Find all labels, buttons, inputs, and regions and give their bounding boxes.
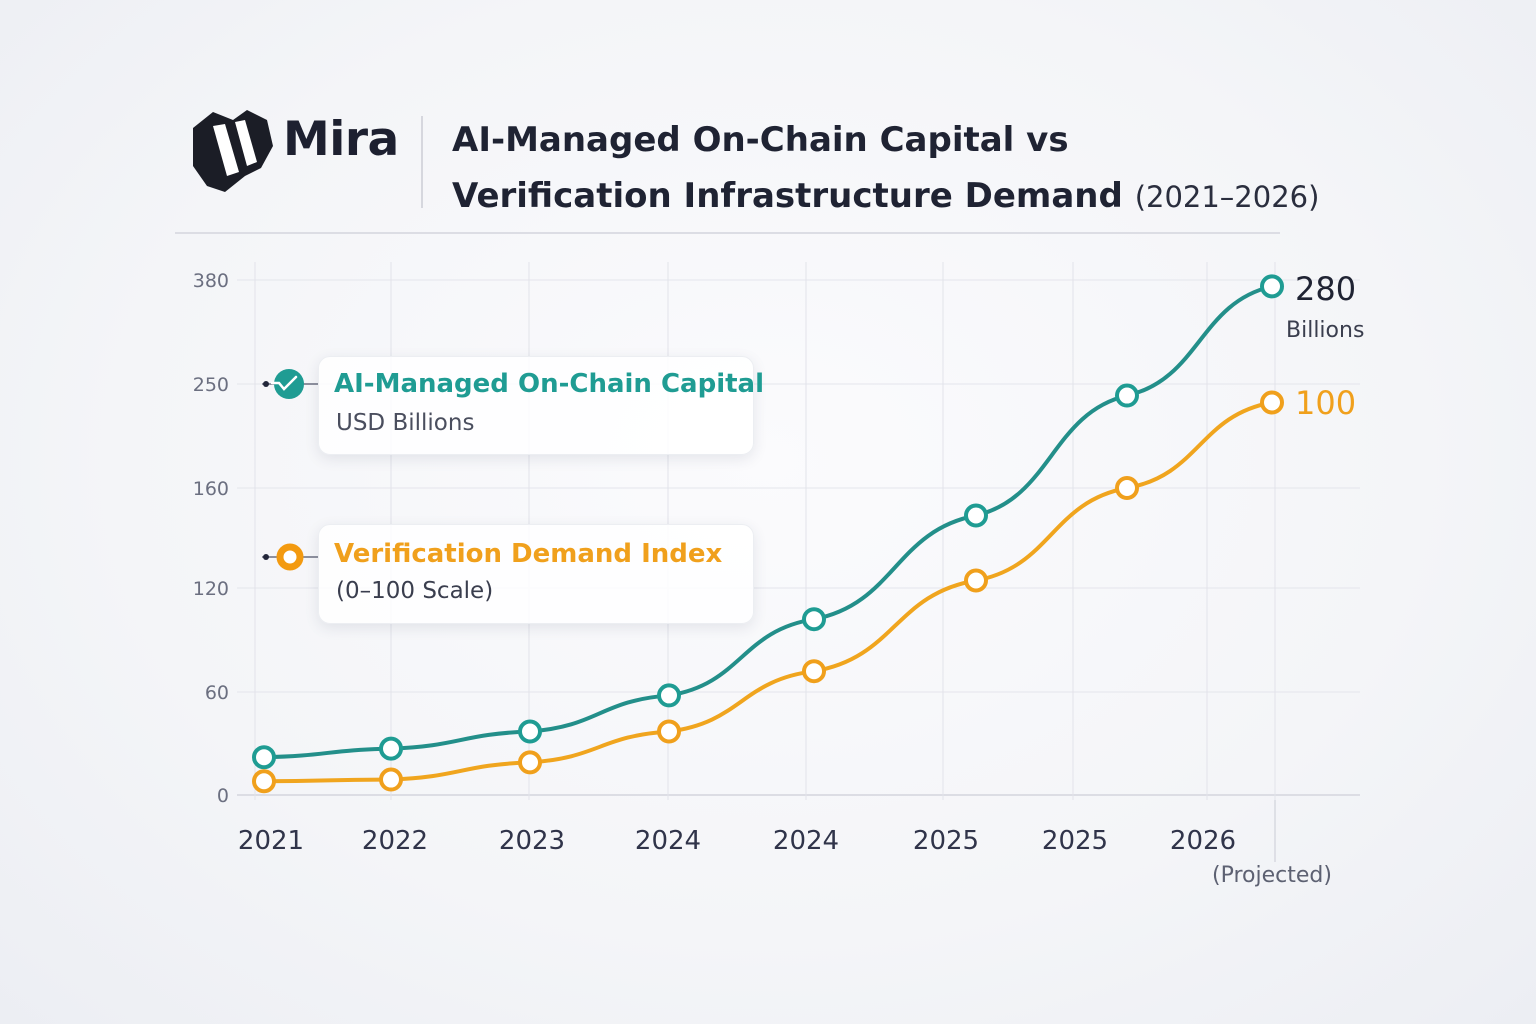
data-point-capital [802,607,826,632]
grid [237,262,1360,862]
legend-markers [262,369,318,571]
mira-logo-icon [193,110,273,192]
y-tick-label: 160 [193,478,229,500]
x-tick-label: 2022 [362,826,428,856]
header-divider [421,116,423,208]
x-tick-label: 2023 [499,826,565,856]
data-point-index [252,769,276,794]
data-point-capital [252,745,276,770]
chart-title-line-2: Verification Infrastructure Demand (2021… [452,168,1319,225]
data-point-index [1115,476,1139,500]
chart-title-line-1: AI-Managed On-Chain Capital vs [452,120,1069,160]
data-point-capital [964,503,988,528]
y-tick-label: 120 [193,578,229,600]
x-tick-label: 2025 [1042,826,1108,856]
data-point-index [379,767,403,792]
legend-capital-title: AI-Managed On-Chain Capital [334,369,765,399]
data-point-capital [657,683,681,708]
end-label-capital-value: 280 [1295,270,1357,308]
data-point-index [1260,390,1284,415]
data-point-capital [518,719,542,744]
data-point-index [518,750,542,775]
end-label-index-value: 100 [1295,384,1357,422]
legend-capital-subtitle: USD Billions [336,410,475,436]
x-tick-label: 2024 [635,826,701,856]
x-tick-label: 2021 [238,826,304,856]
ring-marker-icon [262,543,318,571]
legend-index-subtitle: (0–100 Scale) [336,578,494,604]
chart-header: Mira AI-Managed On-Chain Capital vs Veri… [175,100,1319,234]
y-tick-label: 380 [193,270,229,292]
chart-title-main: Verification Infrastructure Demand [452,176,1123,216]
x-tick-label: 2026 [1170,826,1236,856]
data-point-capital [1260,274,1284,299]
y-tick-label: 250 [193,374,229,396]
data-point-capital [1115,383,1139,408]
x-tick-label: 2025 [913,826,979,856]
legend-item-capital: AI-Managed On-Chain Capital USD Billions [318,356,764,455]
y-tick-label: 60 [205,682,229,704]
data-point-capital [379,736,403,761]
x-annotation-projected: (Projected) [1212,863,1332,888]
chart-title: AI-Managed On-Chain Capital vs Verificat… [452,112,1319,225]
legend-item-index: Verification Demand Index (0–100 Scale) [318,524,754,624]
chart-title-years: (2021–2026) [1134,180,1320,214]
check-circle-icon [262,369,318,399]
y-tick-label: 0 [217,785,229,807]
series-points [252,274,1284,794]
x-tick-label: 2024 [773,826,839,856]
brand-name: Mira [283,112,399,167]
header-rule [175,232,1280,234]
data-point-index [964,568,988,593]
data-point-index [802,659,826,684]
x-axis: 2021 2022 2023 2024 2024 2025 2025 2026 (Project… [238,826,1332,888]
end-label-capital-unit: Billions [1286,318,1365,343]
legend-index-title: Verification Demand Index [334,539,723,569]
y-axis: 0 60 120 160 250 380 [193,270,229,807]
data-point-index [657,719,681,744]
